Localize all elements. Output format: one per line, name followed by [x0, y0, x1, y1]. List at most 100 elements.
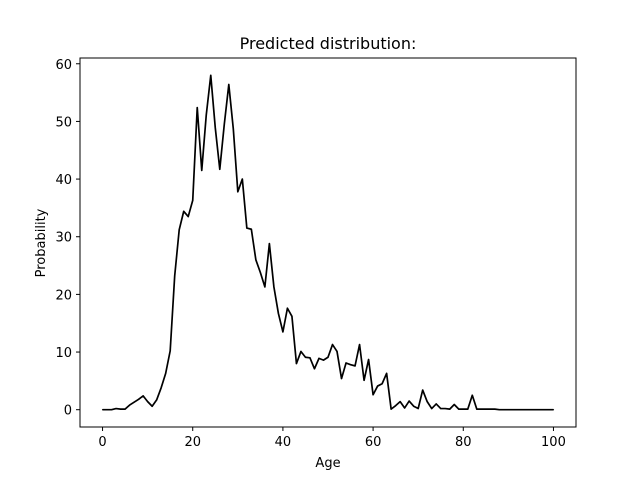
data-point: [142, 395, 144, 397]
data-point: [363, 379, 365, 381]
series-line: [102, 74, 554, 411]
data-point: [435, 403, 437, 405]
data-point: [165, 372, 167, 374]
data-point: [273, 286, 275, 288]
data-point: [399, 401, 401, 403]
data-point: [241, 178, 243, 180]
data-point: [246, 227, 248, 229]
data-point: [192, 199, 194, 202]
data-point: [476, 408, 478, 410]
data-point: [372, 394, 374, 396]
data-point: [196, 106, 198, 109]
data-point: [358, 343, 361, 346]
data-point: [336, 350, 338, 353]
data-point: [548, 409, 550, 411]
data-point: [106, 409, 108, 411]
data-point: [449, 408, 451, 410]
y-tick-label: 30: [55, 231, 72, 246]
y-axis-label: Probability: [34, 208, 49, 277]
axes-frame: [79, 57, 577, 428]
data-point: [507, 409, 509, 411]
data-point: [512, 409, 514, 411]
data-point: [516, 409, 518, 411]
data-point: [386, 372, 388, 374]
data-point: [408, 400, 410, 402]
data-point: [498, 409, 500, 411]
data-point: [431, 407, 433, 410]
data-point: [101, 409, 104, 411]
data-point: [467, 408, 469, 410]
data-point: [259, 271, 261, 274]
data-point: [178, 229, 180, 231]
data-point: [381, 383, 383, 385]
data-point: [440, 407, 442, 410]
data-point: [295, 362, 298, 365]
data-point: [183, 210, 185, 212]
y-tick-label: 50: [55, 115, 72, 130]
data-point: [444, 407, 446, 410]
data-point: [205, 114, 207, 116]
data-point: [422, 389, 424, 391]
data-point: [147, 401, 149, 403]
data-point: [525, 409, 528, 411]
data-point: [214, 127, 216, 129]
data-point: [413, 405, 415, 407]
data-point: [228, 83, 230, 86]
data-point: [404, 407, 406, 409]
data-point: [201, 169, 203, 172]
data-point: [210, 74, 212, 76]
x-tick-label: 40: [275, 435, 292, 450]
data-point: [471, 394, 473, 396]
data-point: [115, 407, 117, 410]
x-tick-label: 0: [98, 435, 106, 450]
data-point: [331, 343, 334, 346]
data-point: [169, 350, 171, 352]
data-point: [552, 409, 555, 411]
data-point: [286, 307, 289, 309]
y-tick-label: 20: [55, 288, 72, 303]
data-point: [345, 362, 347, 364]
data-point: [327, 356, 329, 358]
data-point: [367, 358, 370, 361]
data-point: [255, 259, 257, 261]
data-point: [133, 401, 135, 403]
data-point: [322, 359, 325, 361]
x-axis-label: Age: [315, 456, 340, 471]
data-point: [534, 409, 537, 411]
data-point: [543, 409, 546, 411]
data-point: [462, 408, 464, 410]
data-point: [485, 408, 487, 410]
data-point: [119, 408, 122, 410]
x-tick-label: 100: [541, 435, 566, 450]
data-point: [160, 387, 162, 389]
data-point: [300, 350, 302, 353]
data-point: [480, 408, 482, 410]
data-point: [250, 228, 252, 230]
y-tick-label: 10: [55, 346, 72, 361]
data-point: [453, 403, 455, 406]
y-tick-label: 60: [55, 58, 72, 73]
data-point: [264, 286, 266, 288]
data-point: [277, 312, 279, 315]
data-point: [309, 357, 311, 359]
x-tick-label: 80: [455, 435, 472, 450]
data-point: [539, 409, 541, 411]
data-point: [124, 408, 126, 410]
data-point: [313, 368, 316, 370]
data-point: [377, 385, 379, 387]
x-tick-label: 60: [365, 435, 382, 450]
plot-area: [101, 74, 555, 411]
y-tick-label: 0: [64, 404, 72, 419]
data-point: [503, 409, 505, 411]
data-point: [354, 365, 356, 367]
chart-title: Predicted distribution:: [240, 34, 417, 53]
data-point: [156, 399, 158, 401]
data-point: [237, 191, 239, 193]
y-axis: 0 10 20 30 40 50 60: [55, 58, 80, 419]
data-point: [390, 408, 392, 410]
data-point: [223, 123, 225, 125]
data-point: [426, 401, 428, 403]
data-point: [395, 405, 397, 407]
data-point: [219, 168, 221, 170]
x-tick-label: 20: [184, 435, 201, 450]
